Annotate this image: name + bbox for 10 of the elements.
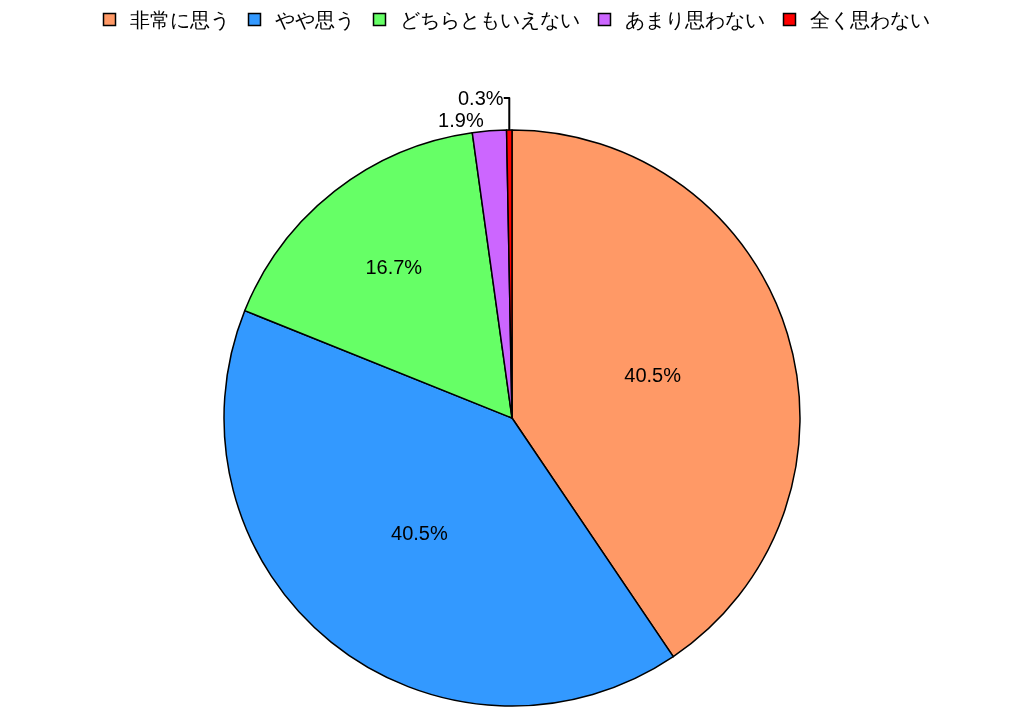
data-label: 16.7% (365, 255, 423, 278)
legend-label: あまり思わない (624, 9, 765, 32)
data-label: 40.5% (391, 521, 448, 544)
legend-label: 非常に思う (129, 9, 230, 32)
data-label: 40.5% (624, 363, 682, 386)
legend-label: やや思う (274, 9, 355, 32)
legend-label: どちらともいえない (399, 9, 580, 32)
data-label: 0.3% (457, 86, 504, 109)
data-label: 1.9% (438, 108, 484, 131)
legend-label: 全く思わない (809, 9, 930, 32)
